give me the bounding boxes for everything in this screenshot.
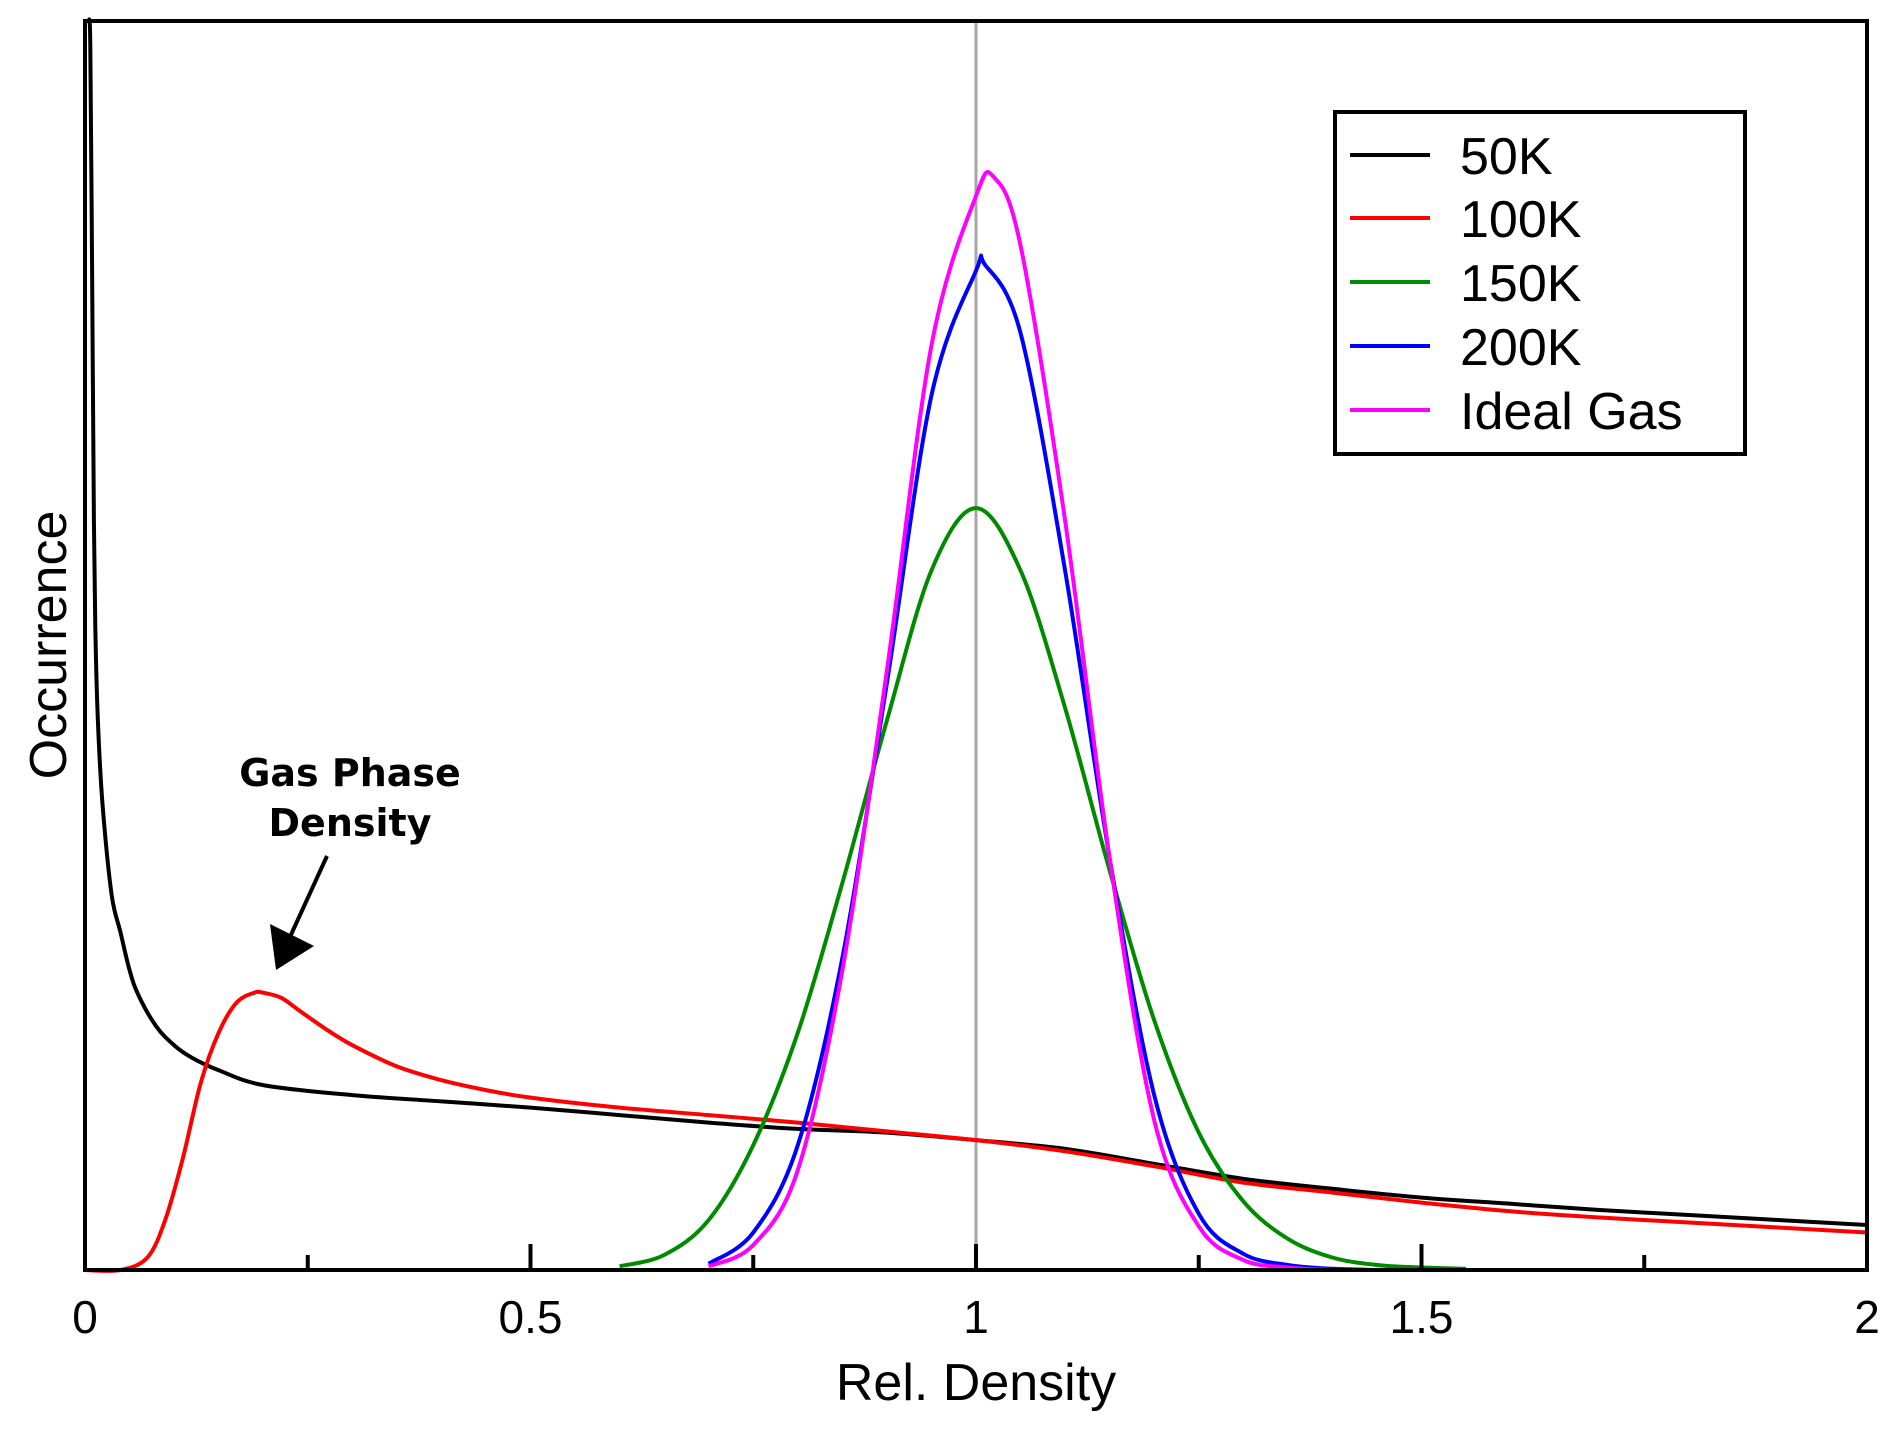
- x-tick-label: 1: [963, 1291, 989, 1343]
- series-line-50k: [86, 17, 1868, 1227]
- annotation-arrow-head: [270, 924, 314, 970]
- x-tick-label: 1.5: [1390, 1291, 1454, 1343]
- annotation-line-1: Gas Phase: [239, 751, 461, 795]
- legend-label-100k: 100K: [1460, 191, 1582, 249]
- legend-label-200k: 200K: [1460, 319, 1582, 377]
- series-line-150k: [619, 506, 1467, 1271]
- annotation-arrow-shaft: [282, 855, 329, 951]
- series-line-200k: [707, 253, 1378, 1272]
- annotation: Gas Phase Density: [239, 751, 461, 970]
- x-axis-title: Rel. Density: [836, 1354, 1116, 1412]
- tick-layer: 0 0.5 1 1.5 2: [72, 1244, 1880, 1343]
- x-tick-label: 2: [1854, 1291, 1880, 1343]
- annotation-line-2: Density: [269, 801, 432, 845]
- series-layer: [84, 17, 1868, 1273]
- legend-label-150k: 150K: [1460, 255, 1582, 313]
- series-line-ideal-gas: [707, 169, 1333, 1272]
- series-line-100k: [84, 989, 1868, 1273]
- y-axis-title: Occurrence: [20, 511, 78, 780]
- x-tick-label: 0.5: [499, 1291, 563, 1343]
- legend: 50K 100K 150K 200K Ideal Gas: [1333, 110, 1747, 456]
- legend-label-50k: 50K: [1460, 128, 1553, 186]
- legend-label-ideal-gas: Ideal Gas: [1460, 383, 1683, 441]
- x-tick-label: 0: [72, 1291, 98, 1343]
